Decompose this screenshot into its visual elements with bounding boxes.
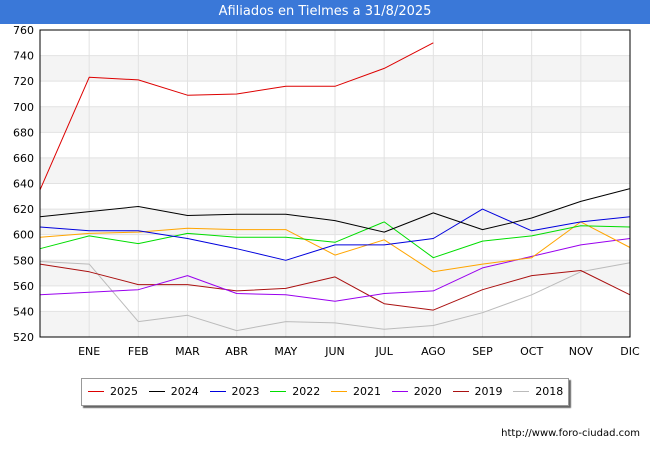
source-url: http://www.foro-ciudad.com [501,428,640,439]
legend-swatch [148,391,165,392]
series-line-2018 [39,261,631,332]
title-bar: Afiliados en Tielmes a 31/8/2025 [0,0,650,24]
y-tick-label: 540 [13,305,34,318]
y-tick-label: 660 [13,152,34,165]
legend-label: 2023 [231,385,260,398]
x-tick-label: AGO [421,345,446,358]
x-tick-label: JUN [324,345,345,358]
legend-swatch [331,391,347,392]
y-tick-label: 600 [13,229,34,242]
y-tick-label: 520 [13,331,34,344]
x-tick-label: SEP [472,345,493,358]
x-tick-label: FEB [128,345,149,358]
legend-label: 2025 [110,385,138,398]
legend-label: 2021 [353,385,381,398]
x-tick-label: MAY [274,345,297,358]
x-tick-label: MAR [175,345,200,358]
legend-swatch [452,391,469,392]
legend-label: 2024 [170,385,199,398]
legend-label: 2018 [535,385,564,398]
legend-label: 2020 [413,385,442,398]
legend-label: 2022 [292,385,321,398]
x-tick-label: ENE [78,345,100,358]
series-line-2025 [39,42,434,191]
legend: 2025 2024 2023 2022 2021 2020 2019 2018 [81,378,569,406]
series-line-2022 [39,221,631,259]
y-axis-ticks: 520 540 560 580 600 620 640 660 680 700 720 740 760 [13,24,34,344]
y-tick-label: 640 [13,178,34,191]
legend-swatch [209,391,226,392]
plot-frame [39,29,631,338]
y-tick-label: 700 [13,101,34,114]
series-line-2024 [39,188,631,233]
legend-swatch [391,391,408,392]
x-tick-label: DIC [620,345,640,358]
x-tick-label: ABR [225,345,248,358]
y-tick-label: 740 [13,50,34,63]
x-tick-label: OCT [520,345,543,358]
x-axis-ticks: ENE FEB MAR ABR MAY JUN JUL AGO SEP OCT NOV DIC [78,345,640,358]
y-tick-label: 580 [13,254,34,267]
series-line-2021 [39,221,631,273]
y-tick-label: 760 [13,24,34,37]
legend-swatch [88,391,104,392]
series-line-2020 [39,238,631,302]
series-line-2023 [39,208,631,261]
x-tick-label: JUL [374,345,393,358]
y-tick-label: 680 [13,126,34,139]
line-chart: 520540560580600620640660680700720740760 … [13,24,640,358]
y-tick-label: 620 [13,203,34,216]
legend-label: 2019 [474,385,503,398]
x-tick-label: NOV [569,345,594,358]
legend-swatch [513,391,530,392]
chart-title: Afiliados en Tielmes a 31/8/2025 [218,4,432,19]
series-line-2019 [39,263,631,311]
y-tick-label: 560 [13,280,34,293]
y-tick-label: 720 [13,75,34,88]
legend-swatch [270,391,287,392]
series-lines [39,42,631,332]
